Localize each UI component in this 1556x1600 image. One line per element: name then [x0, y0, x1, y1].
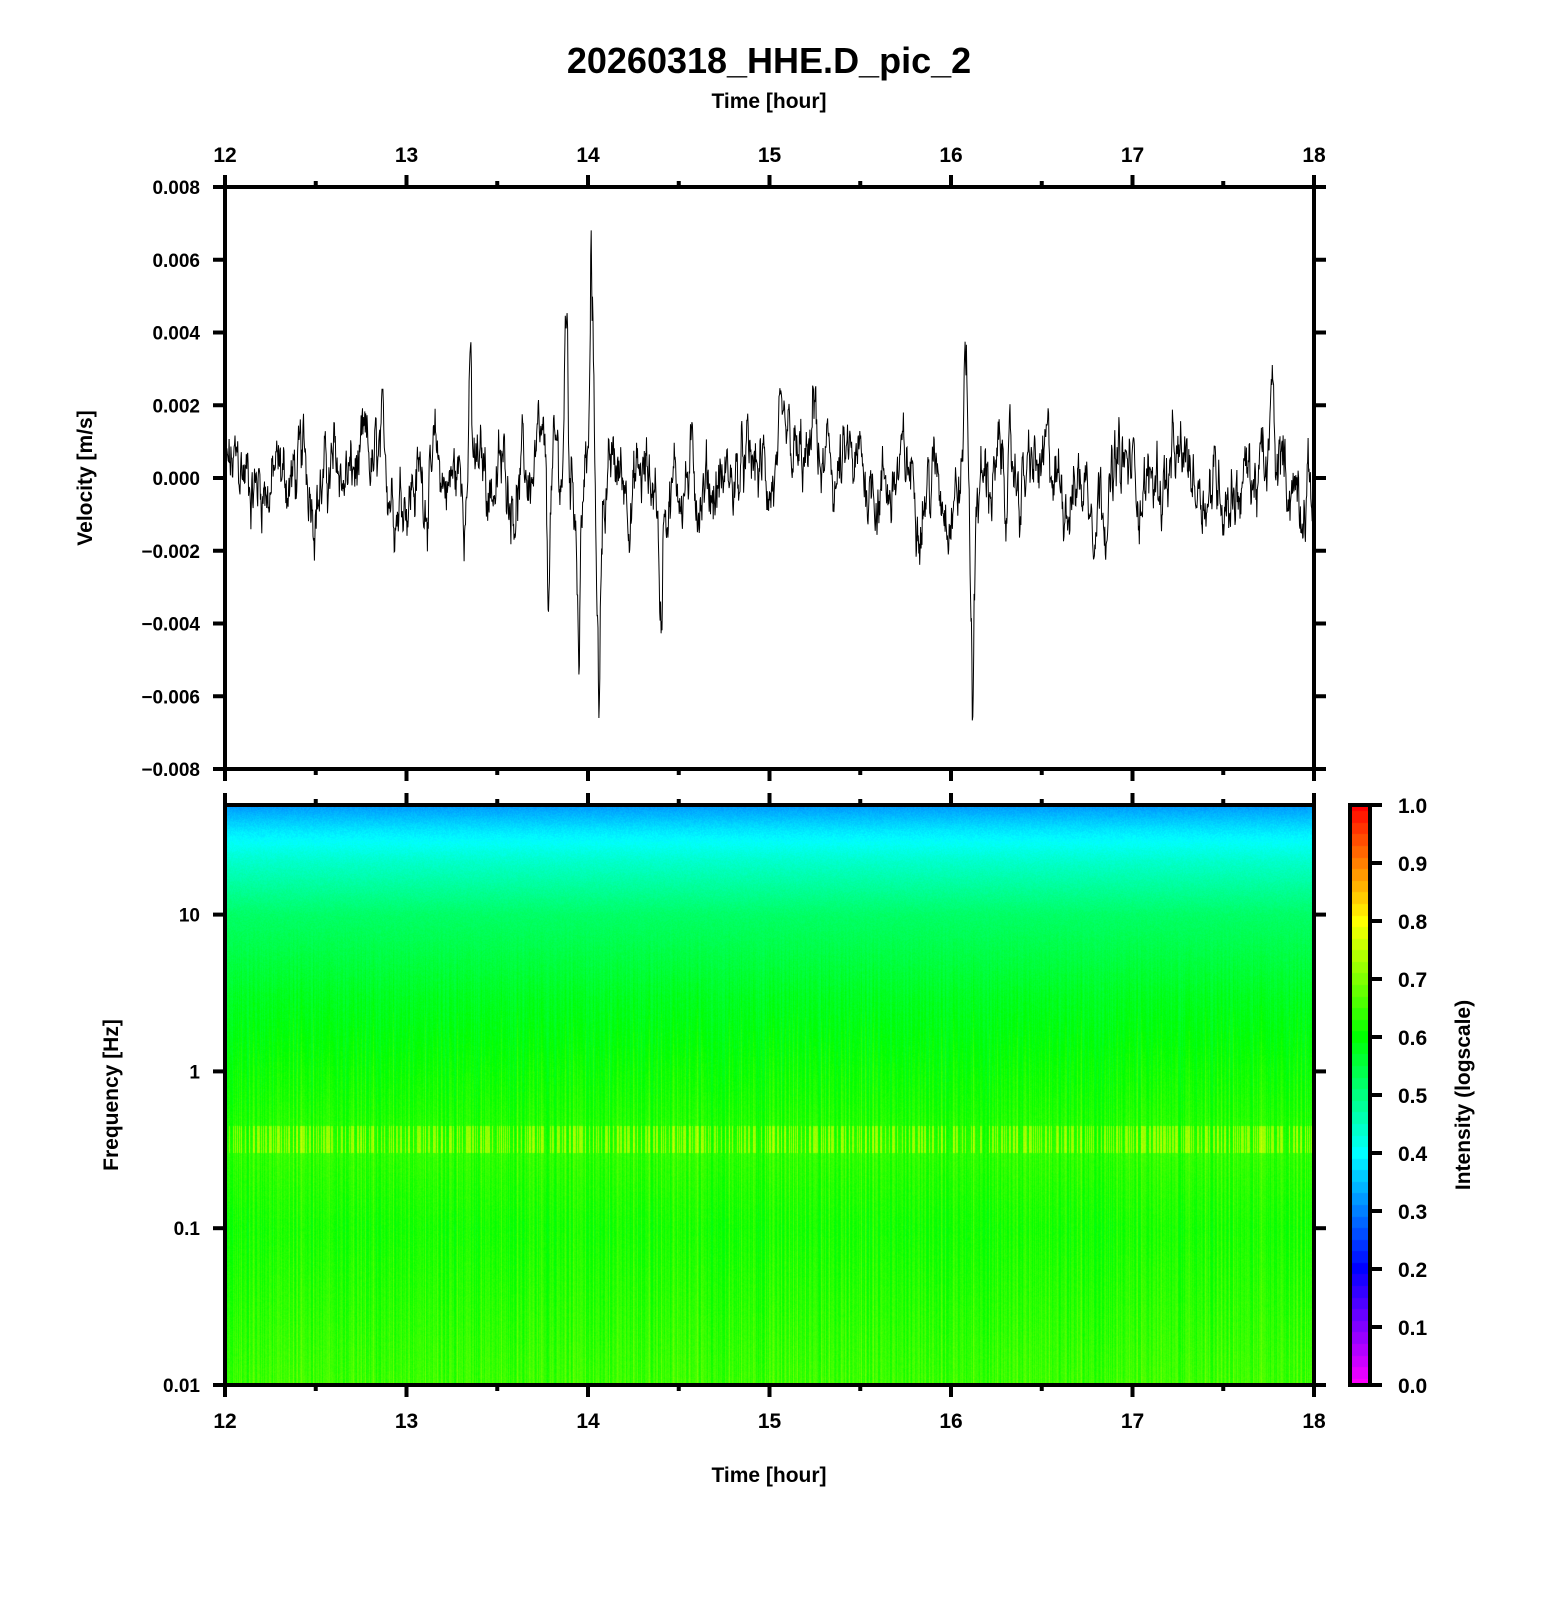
bottom-x-tick-label: 15 — [758, 1410, 782, 1433]
colorbar-frame — [1348, 803, 1372, 1387]
top-x-tick-label: 18 — [1302, 144, 1326, 167]
top-x-tick-label: 14 — [576, 144, 600, 167]
top-y-tick-label: 0.004 — [152, 324, 200, 345]
spectrogram-heatmap — [225, 805, 1314, 1385]
bottom-x-tick-label: 13 — [395, 1410, 418, 1433]
top-x-tick-label: 15 — [758, 144, 782, 167]
colorbar-tick-label: 0.4 — [1398, 1143, 1428, 1166]
spectrogram-frame — [223, 803, 1316, 1387]
bottom-x-tick-label: 17 — [1121, 1410, 1144, 1433]
freq-tick-label: 1 — [189, 1062, 200, 1083]
top-y-tick-label: 0.000 — [152, 469, 200, 490]
top-x-tick-label: 16 — [939, 144, 962, 167]
top-y-tick-label: −0.006 — [141, 687, 200, 708]
top-x-axis-label: Time [hour] — [711, 90, 826, 113]
top-y-tick-label: −0.004 — [141, 615, 200, 636]
colorbar-tick-label: 1.0 — [1398, 795, 1427, 818]
bottom-x-axis-label: Time [hour] — [711, 1464, 826, 1487]
waveform-line — [224, 230, 1315, 721]
colorbar-tick-label: 0.9 — [1398, 853, 1427, 876]
colorbar-tick-label: 0.3 — [1398, 1201, 1427, 1224]
colorbar — [1350, 805, 1370, 1385]
bottom-x-tick-label: 12 — [213, 1410, 236, 1433]
overlay-frames: 10 1 0.1 0.01 0.0 0.1 0.2 0.3 0.4 0.5 0.6 0.7 0.8 0.9… — [163, 795, 1427, 1398]
colorbar-tick-label: 0.5 — [1398, 1085, 1428, 1108]
colorbar-tick-label: 0.2 — [1398, 1259, 1427, 1282]
top-x-tick-label: 17 — [1121, 144, 1144, 167]
colorbar-tick-label: 0.0 — [1398, 1375, 1427, 1398]
top-x-tick-label: 12 — [213, 144, 236, 167]
waveform-group — [224, 230, 1315, 721]
freq-tick-label: 0.1 — [174, 1219, 201, 1240]
top-y-tick-label: −0.008 — [141, 760, 200, 781]
colorbar-label: Intensity (logscale) — [1452, 1000, 1475, 1190]
top-y-tick-label: 0.006 — [152, 251, 200, 272]
top-y-axis-label: Velocity [m/s] — [74, 410, 97, 545]
bottom-x-tick-label: 18 — [1302, 1410, 1326, 1433]
top-x-tick-label: 13 — [395, 144, 418, 167]
bottom-y-axis-label: Frequency [Hz] — [100, 1019, 123, 1171]
top-y-tick-label: 0.008 — [152, 178, 200, 199]
freq-tick-label: 10 — [179, 906, 200, 927]
bottom-x-tick-label: 14 — [576, 1410, 600, 1433]
chart-title: 20260318_HHE.D_pic_2 — [567, 40, 971, 81]
top-y-tick-label: 0.002 — [152, 396, 200, 417]
colorbar-tick-label: 0.6 — [1398, 1027, 1427, 1050]
bottom-x-tick-label: 16 — [939, 1410, 962, 1433]
freq-tick-label: 0.01 — [163, 1376, 200, 1397]
colorbar-tick-label: 0.1 — [1398, 1317, 1428, 1340]
axes-group: 12 12 13 13 14 14 15 15 16 16 17 17 18 18 0.008 0.006 0.… — [141, 144, 1326, 1433]
colorbar-tick-label: 0.8 — [1398, 911, 1428, 934]
top-y-tick-label: −0.002 — [141, 542, 200, 563]
colorbar-tick-label: 0.7 — [1398, 969, 1427, 992]
